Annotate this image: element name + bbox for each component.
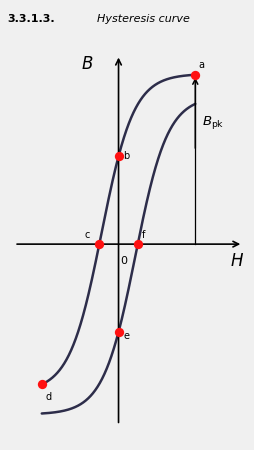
Point [117, 153, 121, 160]
Text: 3.3.1.3.: 3.3.1.3. [8, 14, 55, 24]
Text: e: e [123, 331, 129, 341]
Point [193, 71, 197, 78]
Text: $H$: $H$ [230, 252, 244, 270]
Text: $B$: $B$ [81, 55, 93, 73]
Point [117, 328, 121, 336]
Point [136, 240, 140, 248]
Text: a: a [199, 60, 205, 70]
Text: Hysteresis curve: Hysteresis curve [97, 14, 189, 24]
Text: d: d [45, 392, 51, 402]
Text: c: c [85, 230, 90, 240]
Point [40, 381, 44, 388]
Text: 0: 0 [121, 256, 128, 266]
Point [97, 240, 101, 248]
Text: f: f [142, 230, 146, 240]
Text: $B_{\mathrm{pk}}$: $B_{\mathrm{pk}}$ [202, 114, 225, 130]
Text: b: b [123, 151, 129, 161]
